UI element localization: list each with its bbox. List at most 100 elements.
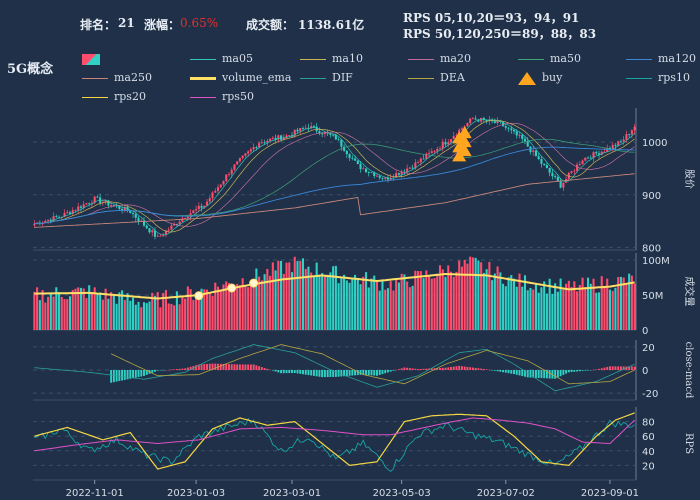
candle — [258, 143, 261, 148]
macd-bar — [277, 370, 280, 373]
macd-bar — [534, 370, 537, 378]
candle — [619, 141, 622, 143]
legend-label: rps50 — [222, 90, 254, 103]
macd-bar — [356, 370, 359, 376]
legend-item[interactable]: ma250 — [82, 71, 152, 84]
legend-label: ma250 — [114, 71, 152, 84]
turnover-label: 成交额： — [246, 18, 295, 32]
legend-item[interactable] — [82, 52, 106, 65]
macd-bar — [392, 370, 395, 371]
legend-label: rps10 — [658, 71, 690, 84]
volume-bar — [159, 307, 162, 330]
macd-bar — [422, 368, 425, 370]
candle — [321, 133, 324, 135]
volume-bar — [502, 283, 505, 330]
candle — [107, 200, 110, 206]
volume-bar — [512, 278, 516, 330]
candle — [269, 138, 272, 141]
candle — [455, 135, 458, 137]
volume-bar — [444, 276, 447, 330]
candle — [236, 161, 239, 165]
volume-bar — [408, 287, 411, 330]
candle — [502, 121, 505, 127]
candle — [142, 220, 146, 226]
macd-bar — [581, 370, 584, 371]
macd-bar — [173, 369, 176, 370]
candle — [600, 151, 603, 155]
legend-item[interactable]: ma20 — [408, 52, 471, 65]
macd-bar — [554, 370, 557, 379]
macd-bar — [154, 370, 156, 372]
macd-bar — [510, 370, 513, 374]
volume-bar — [359, 284, 362, 330]
macd-bar — [504, 370, 507, 373]
volume-bar — [200, 288, 203, 330]
legend-item[interactable]: DEA — [408, 71, 465, 84]
candle — [151, 230, 154, 233]
y-tick-label: 1000 — [642, 138, 667, 149]
legend-label: ma20 — [440, 52, 471, 65]
macd-bar — [167, 369, 170, 371]
volume-bar — [343, 274, 346, 330]
macd-bar — [329, 370, 332, 378]
line-swatch-icon — [82, 96, 108, 98]
legend-item[interactable]: buy — [518, 71, 562, 85]
macd-bar — [118, 370, 121, 382]
candle — [441, 142, 444, 149]
macd-bar — [162, 370, 165, 371]
legend-item[interactable]: rps10 — [626, 71, 690, 84]
rps-axis-label: RPS — [683, 433, 694, 454]
macd-bar — [126, 370, 129, 380]
macd-bar — [241, 364, 244, 370]
candle — [460, 128, 463, 130]
volume-bar — [428, 275, 431, 330]
y-tick-label: 100M — [642, 256, 670, 267]
legend-item[interactable]: volume_ema — [190, 71, 291, 84]
candle — [132, 213, 135, 214]
candle — [359, 164, 362, 170]
macd-bar — [326, 370, 329, 378]
macd-bar — [258, 366, 261, 370]
candle — [608, 147, 612, 149]
candle — [504, 126, 507, 128]
volume-bar — [197, 295, 200, 330]
macd-bar — [323, 370, 326, 378]
volume-bar — [510, 275, 513, 330]
macd-bar — [482, 368, 485, 370]
candle — [414, 162, 417, 169]
macd-bar — [170, 369, 173, 371]
macd-bar — [195, 365, 198, 370]
macd-bar — [444, 367, 447, 370]
legend-item[interactable]: DIF — [300, 71, 353, 84]
candle — [159, 235, 162, 237]
line-swatch-icon — [300, 77, 326, 79]
volume-bar — [345, 280, 348, 330]
macd-bar — [397, 369, 400, 370]
volume-bar — [310, 272, 313, 330]
y-tick-label: -20 — [642, 389, 658, 400]
macd-bar — [463, 366, 466, 370]
candle — [181, 218, 184, 222]
legend-item[interactable]: rps20 — [82, 90, 146, 103]
legend-item[interactable]: ma10 — [300, 52, 363, 65]
rps-line-2: RPS 50,120,250＝89，88，83 — [403, 27, 597, 41]
volume-bar — [219, 290, 222, 330]
candle — [145, 225, 148, 229]
legend-item[interactable]: rps50 — [190, 90, 254, 103]
legend-item[interactable]: ma50 — [518, 52, 581, 65]
volume-bar — [186, 286, 189, 330]
candle — [548, 168, 551, 173]
volume-bar — [263, 274, 266, 330]
volume-bar — [230, 287, 233, 330]
macd-bar — [403, 367, 406, 370]
legend-label: ma05 — [222, 52, 253, 65]
volume-bar — [258, 276, 261, 330]
legend-item[interactable]: ma05 — [190, 52, 253, 65]
candle — [512, 130, 516, 132]
volume-bar — [271, 262, 274, 330]
macd-bar — [455, 366, 458, 370]
volume-bar — [266, 268, 269, 330]
candle — [68, 212, 72, 214]
buy-signal-icon — [457, 144, 472, 157]
legend-item[interactable]: ma120 — [626, 52, 696, 65]
